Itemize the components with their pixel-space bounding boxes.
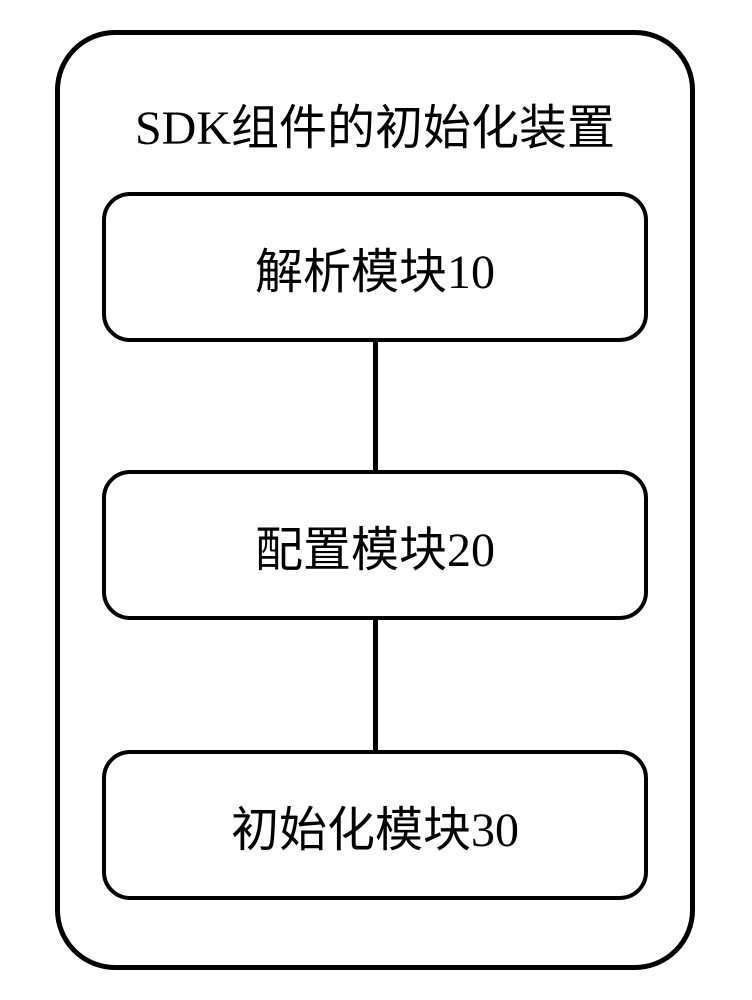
module-box-20: 配置模块20 [102,470,648,620]
module-label-20: 配置模块20 [255,510,495,580]
module-box-30: 初始化模块30 [102,750,648,900]
module-box-10: 解析模块10 [102,192,648,342]
module-label-30: 初始化模块30 [231,790,519,860]
diagram-title: SDK组件的初始化装置 [110,88,640,158]
connector-2-3 [373,620,378,750]
module-label-10: 解析模块10 [255,232,495,302]
connector-1-2 [373,342,378,470]
